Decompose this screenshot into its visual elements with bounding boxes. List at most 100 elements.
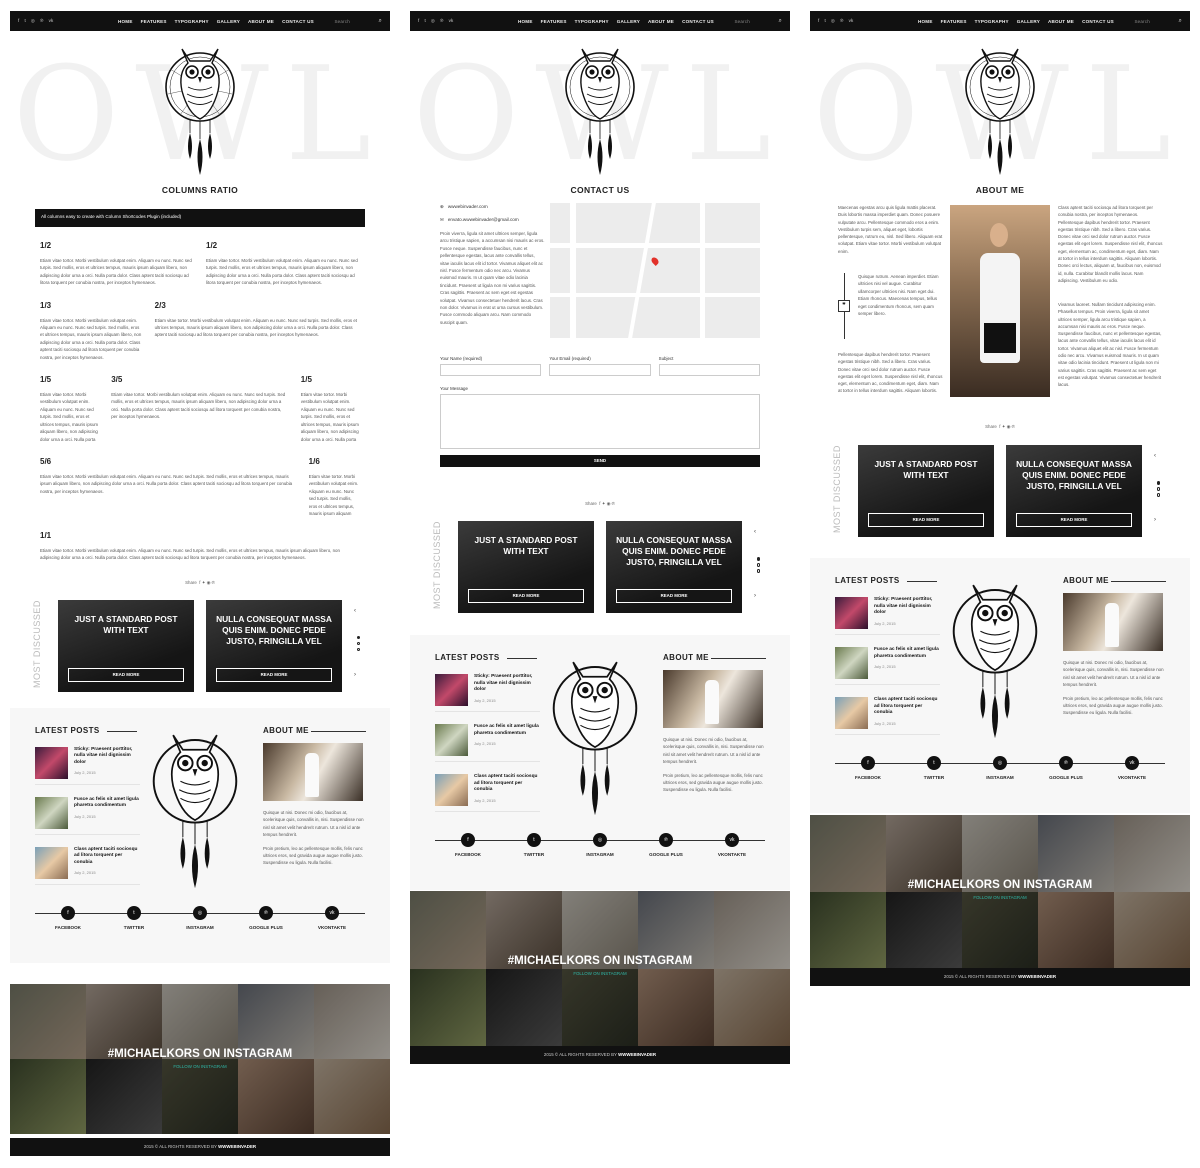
social-label[interactable]: VKONTAKTE: [1117, 775, 1147, 780]
latest-post-item[interactable]: Class aptent taciti sociosqu ad litora t…: [35, 846, 140, 885]
instagram-link[interactable]: ◎ INSTAGRAM: [170, 905, 230, 930]
social-label[interactable]: INSTAGRAM: [186, 924, 214, 930]
instagram-icon[interactable]: ◎: [593, 833, 607, 847]
google-plus-icon[interactable]: ℗: [259, 905, 273, 920]
vk-icon[interactable]: vk: [448, 18, 454, 23]
slider-up-arrow[interactable]: ‹: [754, 529, 756, 535]
pinterest-icon[interactable]: ℗: [440, 18, 444, 23]
instagram-follow-link[interactable]: FOLLOW ON INSTAGRAM: [973, 895, 1027, 900]
pinterest-icon[interactable]: ℗: [40, 18, 44, 23]
menu-contact[interactable]: CONTACT US: [1082, 18, 1114, 24]
twitter-icon[interactable]: t: [824, 18, 826, 23]
send-button[interactable]: SEND: [440, 455, 760, 467]
google-map[interactable]: [550, 203, 760, 338]
latest-post-item[interactable]: Class aptent taciti sociosqu ad litora t…: [435, 774, 540, 812]
copyright-brand[interactable]: WWWEBINVADER: [218, 1144, 257, 1149]
menu-features[interactable]: FEATURES: [940, 18, 967, 24]
menu-about[interactable]: ABOUT ME: [1047, 18, 1075, 24]
discussed-card[interactable]: JUST A STANDARD POST WITH TEXT READ MORE: [858, 445, 994, 537]
share-icons[interactable]: f ✦ ◉ ℗: [199, 579, 215, 585]
vkontakte-link[interactable]: vk VKONTAKTE: [1102, 756, 1162, 780]
latest-post-item[interactable]: Fusce ac felis sit amet ligula pharetra …: [35, 796, 140, 835]
menu-contact[interactable]: CONTACT US: [282, 18, 314, 24]
post-title[interactable]: Class aptent taciti sociosqu ad litora t…: [474, 774, 538, 792]
twitter-link[interactable]: t TWITTER: [904, 756, 964, 780]
menu-typography[interactable]: TYPOGRAPHY: [174, 18, 209, 24]
post-title[interactable]: Fusce ac felis sit amet ligula pharetra …: [474, 724, 539, 736]
search-icon[interactable]: ⌕: [1178, 17, 1182, 24]
vkontakte-link[interactable]: vk VKONTAKTE: [702, 833, 762, 857]
social-label[interactable]: VKONTAKTE: [317, 924, 347, 930]
vk-icon[interactable]: vk: [848, 18, 854, 23]
post-title[interactable]: Class aptent taciti sociosqu ad litora t…: [874, 697, 938, 715]
share-icons[interactable]: f ✦ ◉ ℗: [599, 501, 615, 506]
facebook-link[interactable]: f FACEBOOK: [438, 833, 498, 857]
read-more-button[interactable]: READ MORE: [1016, 513, 1132, 527]
social-label[interactable]: FACEBOOK: [454, 852, 482, 857]
read-more-button[interactable]: READ MORE: [68, 667, 184, 682]
pinterest-icon[interactable]: ℗: [840, 18, 844, 23]
latest-post-item[interactable]: Sticky: Praesent porttitor, nulla vitae …: [835, 597, 940, 635]
owl-logo[interactable]: [960, 39, 1040, 179]
slider-down-arrow[interactable]: ›: [354, 671, 356, 678]
twitter-link[interactable]: t TWITTER: [504, 833, 564, 857]
instagram-follow-link[interactable]: FOLLOW ON INSTAGRAM: [173, 1064, 227, 1069]
instagram-icon[interactable]: ◎: [30, 18, 36, 23]
facebook-icon[interactable]: f: [861, 756, 875, 770]
menu-features[interactable]: FEATURES: [540, 18, 567, 24]
slider-dots[interactable]: [356, 635, 360, 652]
slider-down-arrow[interactable]: ›: [1154, 517, 1156, 523]
search-input[interactable]: Search: [734, 18, 750, 24]
facebook-icon[interactable]: f: [418, 18, 420, 23]
post-title[interactable]: Sticky: Praesent porttitor, nulla vitae …: [74, 746, 133, 765]
menu-typography[interactable]: TYPOGRAPHY: [574, 18, 609, 24]
discussed-card[interactable]: JUST A STANDARD POST WITH TEXT READ MORE: [58, 599, 194, 692]
slider-dots[interactable]: [756, 557, 760, 573]
post-title[interactable]: Class aptent taciti sociosqu ad litora t…: [74, 846, 138, 865]
slider-dots[interactable]: [1156, 481, 1160, 497]
owl-logo[interactable]: [160, 39, 240, 179]
menu-about[interactable]: ABOUT ME: [647, 18, 675, 24]
vk-icon[interactable]: vk: [325, 905, 339, 920]
instagram-feed[interactable]: #MICHAELKORS ON INSTAGRAM FOLLOW ON INST…: [810, 815, 1190, 968]
instagram-icon[interactable]: ◎: [830, 18, 836, 23]
menu-typography[interactable]: TYPOGRAPHY: [974, 18, 1009, 24]
facebook-icon[interactable]: f: [61, 905, 75, 920]
facebook-icon[interactable]: f: [818, 18, 820, 23]
google-plus-link[interactable]: ℗ GOOGLE PLUS: [636, 833, 696, 857]
instagram-follow-link[interactable]: FOLLOW ON INSTAGRAM: [573, 971, 627, 976]
latest-post-item[interactable]: Sticky: Praesent porttitor, nulla vitae …: [35, 746, 140, 785]
post-title[interactable]: Sticky: Praesent porttitor, nulla vitae …: [874, 597, 933, 615]
vk-icon[interactable]: vk: [1125, 756, 1139, 770]
name-field[interactable]: [440, 364, 542, 376]
map-pin-icon[interactable]: [650, 256, 660, 266]
instagram-icon[interactable]: ◎: [193, 905, 207, 920]
post-title[interactable]: Fusce ac felis sit amet ligula pharetra …: [874, 647, 939, 659]
menu-home[interactable]: HOME: [118, 18, 133, 24]
instagram-link[interactable]: ◎ INSTAGRAM: [970, 756, 1030, 780]
email-line[interactable]: ✉ envato.wwwebinvader@gmail.com: [440, 217, 545, 223]
twitter-icon[interactable]: t: [24, 18, 26, 23]
copyright-brand[interactable]: WWWEBINVADER: [1018, 974, 1057, 979]
website-link[interactable]: wwwebinvader.com: [447, 204, 488, 209]
menu-gallery[interactable]: GALLERY: [216, 18, 240, 24]
search-input[interactable]: Search: [334, 18, 350, 24]
twitter-icon[interactable]: t: [927, 756, 941, 770]
read-more-button[interactable]: READ MORE: [616, 589, 732, 603]
social-label[interactable]: TWITTER: [923, 775, 945, 780]
share-icons[interactable]: f ✦ ◉ ℗: [999, 424, 1015, 429]
email-field[interactable]: [549, 364, 651, 376]
social-label[interactable]: GOOGLE PLUS: [249, 924, 283, 930]
email-link[interactable]: envato.wwwebinvader@gmail.com: [447, 217, 519, 222]
vk-icon[interactable]: vk: [725, 833, 739, 847]
instagram-link[interactable]: ◎ INSTAGRAM: [570, 833, 630, 857]
menu-about[interactable]: ABOUT ME: [247, 18, 275, 24]
latest-post-item[interactable]: Sticky: Praesent porttitor, nulla vitae …: [435, 674, 540, 712]
menu-gallery[interactable]: GALLERY: [1016, 18, 1040, 24]
twitter-icon[interactable]: t: [424, 18, 426, 23]
latest-post-item[interactable]: Class aptent taciti sociosqu ad litora t…: [835, 697, 940, 735]
social-label[interactable]: TWITTER: [523, 852, 545, 857]
discussed-card[interactable]: JUST A STANDARD POST WITH TEXT READ MORE: [458, 521, 594, 613]
vk-icon[interactable]: vk: [48, 18, 54, 23]
post-title[interactable]: Sticky: Praesent porttitor, nulla vitae …: [474, 674, 533, 692]
